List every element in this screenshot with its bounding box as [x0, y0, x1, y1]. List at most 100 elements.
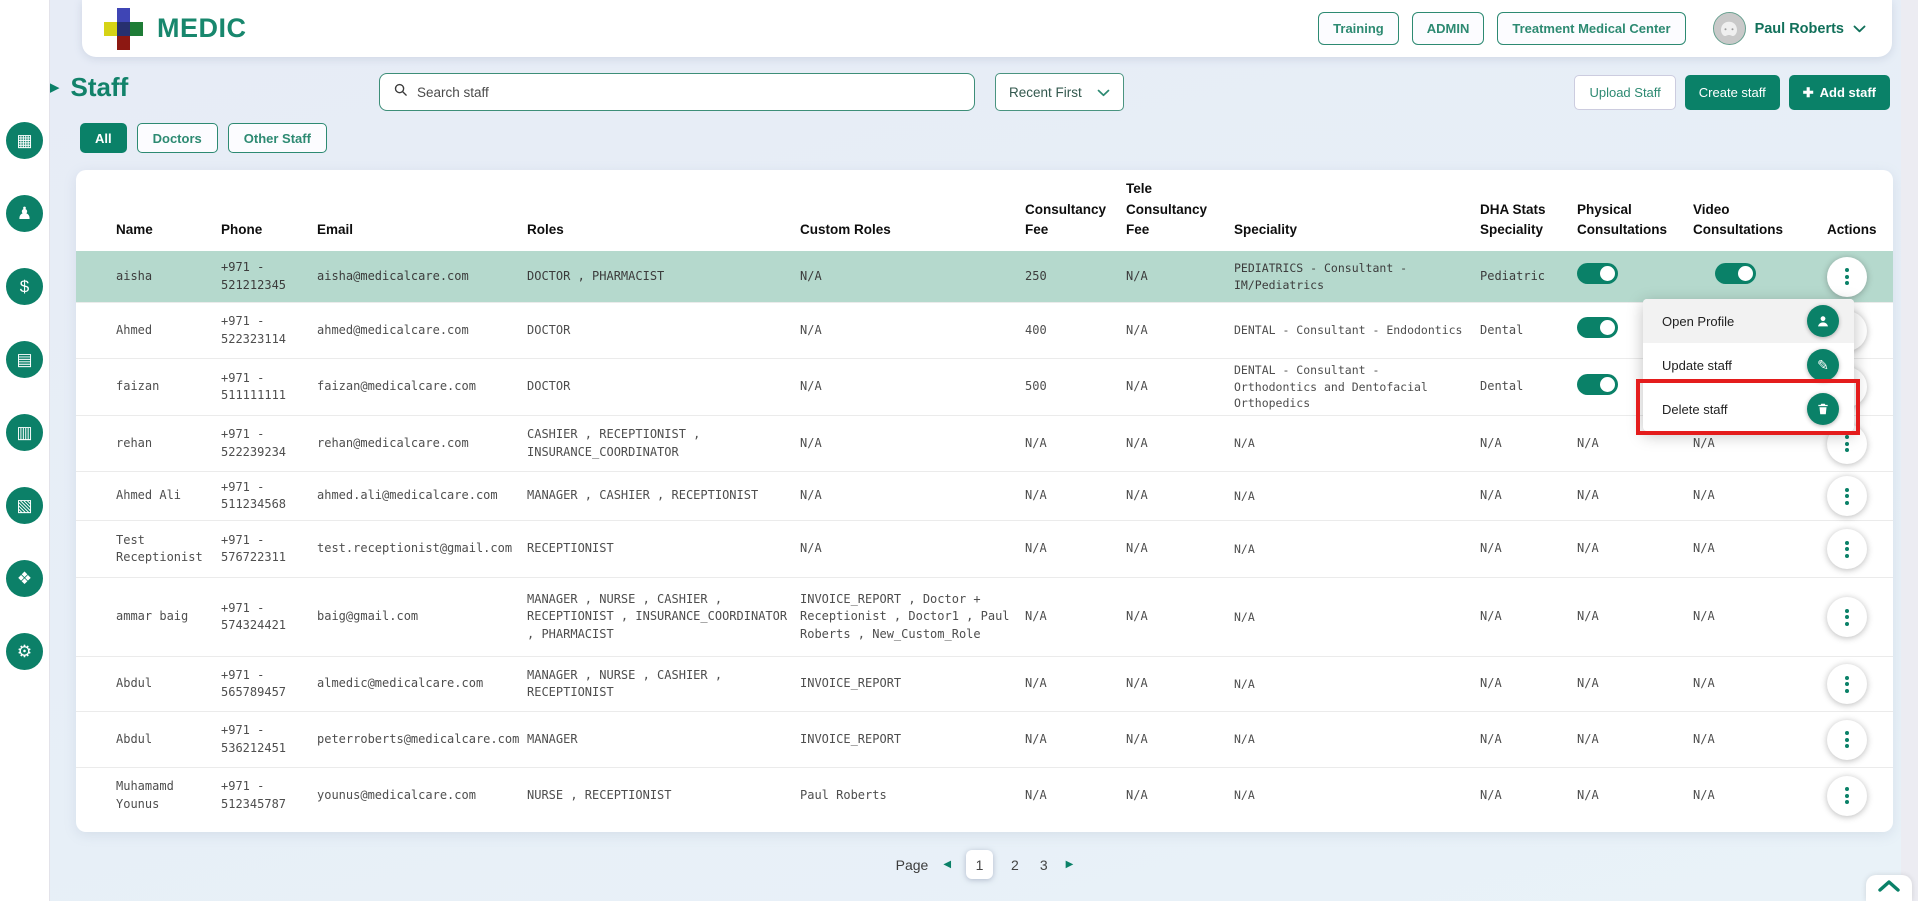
- cell-roles: CASHIER , RECEPTIONIST , INSURANCE_COORD…: [527, 426, 800, 461]
- cell-actions: [1827, 476, 1893, 516]
- cell-video: N/A: [1693, 487, 1827, 504]
- menu-item-update-staff[interactable]: Update staff✎: [1643, 343, 1854, 387]
- tab-all[interactable]: All: [80, 123, 127, 153]
- cell-dha-speciality: Pediatric: [1480, 268, 1577, 285]
- cell-physical: N/A: [1577, 608, 1693, 625]
- cell-custom-roles: N/A: [800, 540, 1025, 557]
- table-header-row: NamePhoneEmailRolesCustom RolesConsultan…: [76, 170, 1893, 251]
- chevron-down-icon: [1853, 20, 1866, 38]
- chevron-down-icon: [1097, 85, 1110, 100]
- column-header: Video Consultations: [1693, 200, 1827, 241]
- cell-tele-consultancy-fee: N/A: [1126, 608, 1234, 625]
- clinic-selector-button[interactable]: Treatment Medical Center: [1497, 12, 1685, 45]
- cell-email: ahmed.ali@medicalcare.com: [317, 487, 527, 504]
- row-actions-button[interactable]: [1827, 529, 1867, 569]
- row-actions-button[interactable]: [1827, 476, 1867, 516]
- cell-roles: DOCTOR: [527, 322, 800, 339]
- cell-actions: [1827, 720, 1893, 760]
- staff-filter-tabs: All Doctors Other Staff: [80, 123, 327, 153]
- chevron-up-icon: [1878, 879, 1900, 897]
- cell-speciality: N/A: [1234, 435, 1480, 452]
- cell-email: almedic@medicalcare.com: [317, 675, 527, 692]
- cell-email: peterroberts@medicalcare.com: [317, 731, 527, 748]
- sort-dropdown[interactable]: Recent First: [995, 73, 1124, 111]
- row-actions-button[interactable]: [1827, 720, 1867, 760]
- page-number-1[interactable]: 1: [966, 850, 993, 879]
- create-staff-button[interactable]: Create staff: [1685, 75, 1780, 110]
- cell-roles: NURSE , RECEPTIONIST: [527, 787, 800, 804]
- table-row: Ahmed Ali+971 -511234568ahmed.ali@medica…: [76, 471, 1893, 520]
- page-number-3[interactable]: 3: [1037, 857, 1051, 873]
- admin-board-icon[interactable]: ▧: [6, 487, 43, 524]
- row-actions-button[interactable]: [1827, 776, 1867, 816]
- column-header: DHA Stats Speciality: [1480, 200, 1577, 241]
- physical-consultations-toggle[interactable]: [1577, 317, 1618, 338]
- settings-gear-icon[interactable]: ⚙: [6, 633, 43, 670]
- training-button[interactable]: Training: [1318, 12, 1399, 45]
- cell-custom-roles: N/A: [800, 322, 1025, 339]
- table-row: Abdul+971 -565789457almedic@medicalcare.…: [76, 656, 1893, 711]
- user-menu[interactable]: Paul Roberts: [1713, 12, 1866, 45]
- row-actions-button[interactable]: [1827, 664, 1867, 704]
- cell-consultancy-fee: 400: [1025, 322, 1126, 339]
- user-name: Paul Roberts: [1755, 21, 1844, 37]
- cell-video: N/A: [1693, 675, 1827, 692]
- cell-speciality: PEDIATRICS - Consultant - IM/Pediatrics: [1234, 260, 1480, 293]
- patient-icon[interactable]: ♟: [6, 195, 43, 232]
- cell-name: Ahmed: [116, 322, 221, 339]
- next-page-icon[interactable]: ▶: [1066, 859, 1074, 870]
- offers-tag-icon[interactable]: ❖: [6, 560, 43, 597]
- admin-button[interactable]: ADMIN: [1412, 12, 1485, 45]
- cell-tele-consultancy-fee: N/A: [1126, 787, 1234, 804]
- physical-consultations-toggle[interactable]: [1577, 374, 1618, 395]
- cell-dha-speciality: N/A: [1480, 487, 1577, 504]
- cell-custom-roles: INVOICE_REPORT: [800, 731, 1025, 748]
- pencil-icon: ✎: [1807, 349, 1839, 381]
- menu-item-open-profile[interactable]: Open Profile: [1643, 299, 1854, 343]
- menu-item-label: Open Profile: [1662, 314, 1734, 329]
- cell-tele-consultancy-fee: N/A: [1126, 435, 1234, 452]
- cell-roles: MANAGER , CASHIER , RECEPTIONIST: [527, 487, 800, 504]
- scroll-to-top-button[interactable]: [1866, 875, 1912, 901]
- cell-physical: N/A: [1577, 731, 1693, 748]
- reports-icon[interactable]: ▥: [6, 414, 43, 451]
- plus-icon: ✚: [1803, 85, 1814, 101]
- add-staff-button[interactable]: ✚ Add staff: [1789, 75, 1890, 110]
- menu-item-delete-staff[interactable]: Delete staff: [1643, 387, 1854, 431]
- cell-actions: [1827, 257, 1893, 297]
- video-consultations-toggle[interactable]: [1715, 263, 1756, 284]
- sort-value: Recent First: [1009, 85, 1082, 100]
- page-scrollbar-track[interactable]: [1901, 0, 1918, 901]
- cell-actions: [1827, 529, 1893, 569]
- insurance-document-icon[interactable]: ▤: [6, 341, 43, 378]
- cell-name: faizan: [116, 378, 221, 395]
- billing-icon[interactable]: $: [6, 268, 43, 305]
- upload-staff-button[interactable]: Upload Staff: [1574, 75, 1675, 110]
- cell-consultancy-fee: N/A: [1025, 435, 1126, 452]
- row-actions-menu: Open Profile Update staff✎Delete staff: [1643, 299, 1854, 431]
- cell-consultancy-fee: N/A: [1025, 731, 1126, 748]
- cell-consultancy-fee: 500: [1025, 378, 1126, 395]
- page-number-2[interactable]: 2: [1008, 857, 1022, 873]
- cell-consultancy-fee: N/A: [1025, 487, 1126, 504]
- cell-consultancy-fee: N/A: [1025, 787, 1126, 804]
- calendar-icon[interactable]: ▦: [6, 122, 43, 159]
- prev-page-icon[interactable]: ◀: [943, 859, 951, 870]
- tab-other-staff[interactable]: Other Staff: [228, 123, 327, 153]
- column-header: Tele Consultancy Fee: [1126, 179, 1234, 240]
- row-actions-button[interactable]: [1827, 597, 1867, 637]
- table-row: Abdul+971 -536212451peterroberts@medical…: [76, 711, 1893, 767]
- cell-actions: [1827, 776, 1893, 816]
- cell-speciality: N/A: [1234, 676, 1480, 693]
- physical-consultations-toggle[interactable]: [1577, 263, 1618, 284]
- column-header: Speciality: [1234, 220, 1480, 240]
- search-input[interactable]: [417, 85, 961, 100]
- tab-doctors[interactable]: Doctors: [137, 123, 218, 153]
- row-actions-button[interactable]: [1827, 257, 1867, 297]
- page-title: Staff: [71, 72, 129, 103]
- cell-roles: DOCTOR , PHARMACIST: [527, 268, 800, 285]
- sidebar: ▦ ♟ $ ▤ ▥ ▧ ❖ ⚙: [0, 0, 50, 901]
- cell-phone: +971 -574324421: [221, 600, 317, 635]
- cell-name: Ahmed Ali: [116, 487, 221, 504]
- cell-phone: +971 -511111111: [221, 370, 317, 405]
